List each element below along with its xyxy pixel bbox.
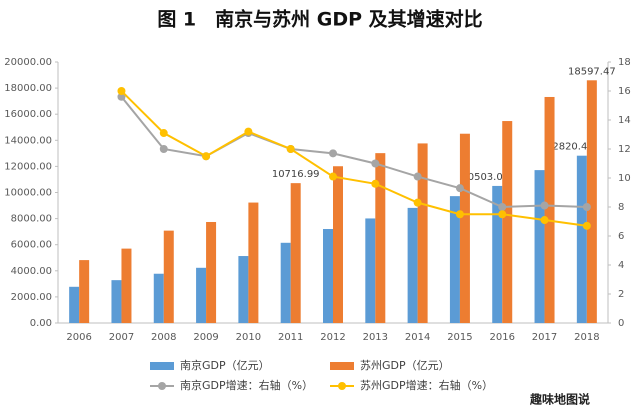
x-tick-label: 2017 xyxy=(532,332,557,343)
x-tick-label: 2012 xyxy=(320,332,345,343)
bar xyxy=(417,143,428,323)
x-tick-label: 2016 xyxy=(490,332,515,343)
data-label: 10503.02 xyxy=(461,172,509,183)
bar xyxy=(323,229,333,323)
x-tick-label: 2006 xyxy=(66,332,91,343)
y2-tick-label: 2 xyxy=(618,289,624,300)
x-tick-label: 2018 xyxy=(574,332,599,343)
y2-tick-label: 18 xyxy=(618,57,631,68)
bar xyxy=(407,207,418,323)
point xyxy=(329,172,337,181)
y2-tick-label: 14 xyxy=(618,115,631,126)
watermark: 趣味地图说 xyxy=(529,392,590,407)
y2-tick-label: 8 xyxy=(618,202,624,213)
bar xyxy=(121,248,132,323)
y2-tick-label: 0 xyxy=(618,318,624,329)
point xyxy=(498,210,507,219)
point xyxy=(413,172,422,181)
bar xyxy=(280,242,291,323)
bar xyxy=(196,267,207,323)
bar xyxy=(365,218,376,323)
legend-label: 苏州GDP增速：右轴（%） xyxy=(360,378,493,392)
point xyxy=(455,184,464,193)
y2-tick-label: 10 xyxy=(618,173,631,184)
x-tick-label: 2013 xyxy=(363,332,388,343)
line xyxy=(120,96,587,209)
y-tick-label: 16000.00 xyxy=(4,109,52,120)
point xyxy=(582,221,591,230)
point xyxy=(117,92,126,101)
data-label: 12820.40 xyxy=(546,142,594,153)
bar xyxy=(459,133,470,323)
data-label: 10716.99 xyxy=(272,169,320,180)
bar xyxy=(333,166,343,323)
x-tick-label: 2011 xyxy=(278,332,303,343)
y-tick-label: 6000.00 xyxy=(11,240,52,251)
bar xyxy=(449,196,460,323)
bar xyxy=(290,183,301,323)
bar xyxy=(163,230,174,323)
x-tick-label: 2015 xyxy=(447,332,472,343)
point xyxy=(117,87,126,95)
x-tick-label: 2007 xyxy=(109,332,134,343)
x-tick-label: 2014 xyxy=(405,332,430,343)
bar xyxy=(69,286,80,323)
point xyxy=(371,159,380,168)
bar xyxy=(375,153,386,323)
legend-label: 南京GDP（亿元） xyxy=(180,358,270,372)
legend-swatch xyxy=(150,362,174,370)
legend-label: 南京GDP增速：右轴（%） xyxy=(180,378,313,392)
point xyxy=(329,149,337,158)
bar xyxy=(586,80,597,324)
y-tick-label: 8000.00 xyxy=(11,214,52,225)
y-tick-label: 10000.00 xyxy=(4,188,52,199)
x-tick-label: 2009 xyxy=(193,332,218,343)
bar xyxy=(111,280,122,323)
data-label: 18597.47 xyxy=(568,66,616,77)
y2-tick-label: 16 xyxy=(618,86,631,97)
y-tick-label: 2000.00 xyxy=(11,292,52,303)
point xyxy=(286,145,295,153)
point xyxy=(202,152,211,161)
point xyxy=(582,203,591,211)
point xyxy=(159,129,168,138)
legend-label: 苏州GDP（亿元） xyxy=(360,359,450,372)
point xyxy=(540,216,549,225)
y2-tick-label: 12 xyxy=(618,144,631,155)
bar xyxy=(206,221,217,323)
point xyxy=(498,203,507,211)
line xyxy=(120,90,587,227)
bar xyxy=(248,202,259,323)
point xyxy=(413,198,422,207)
bar xyxy=(576,155,587,323)
y-tick-label: 12000.00 xyxy=(4,161,52,172)
bar xyxy=(544,96,555,323)
point xyxy=(244,127,253,136)
legend-swatch xyxy=(158,382,166,390)
x-tick-label: 2008 xyxy=(151,332,176,343)
y2-tick-label: 4 xyxy=(618,260,624,271)
x-tick-label: 2010 xyxy=(236,332,261,343)
bar xyxy=(79,260,90,323)
point xyxy=(159,145,168,153)
y-tick-label: 4000.00 xyxy=(11,266,52,277)
bar xyxy=(492,185,503,323)
point xyxy=(371,179,380,188)
y-tick-label: 14000.00 xyxy=(4,135,52,146)
bar xyxy=(153,273,164,323)
y-tick-label: 0.00 xyxy=(30,318,52,329)
bar xyxy=(238,256,249,323)
bar xyxy=(534,170,545,323)
y-tick-label: 20000.00 xyxy=(4,57,52,68)
bar xyxy=(502,121,513,324)
legend-swatch xyxy=(338,382,346,390)
y2-tick-label: 6 xyxy=(618,231,624,242)
point xyxy=(455,210,464,219)
point xyxy=(540,201,549,210)
chart-title: 图 1 南京与苏州 GDP 及其增速对比 xyxy=(157,8,482,31)
y-tick-label: 18000.00 xyxy=(4,83,52,94)
legend-swatch xyxy=(330,362,354,370)
